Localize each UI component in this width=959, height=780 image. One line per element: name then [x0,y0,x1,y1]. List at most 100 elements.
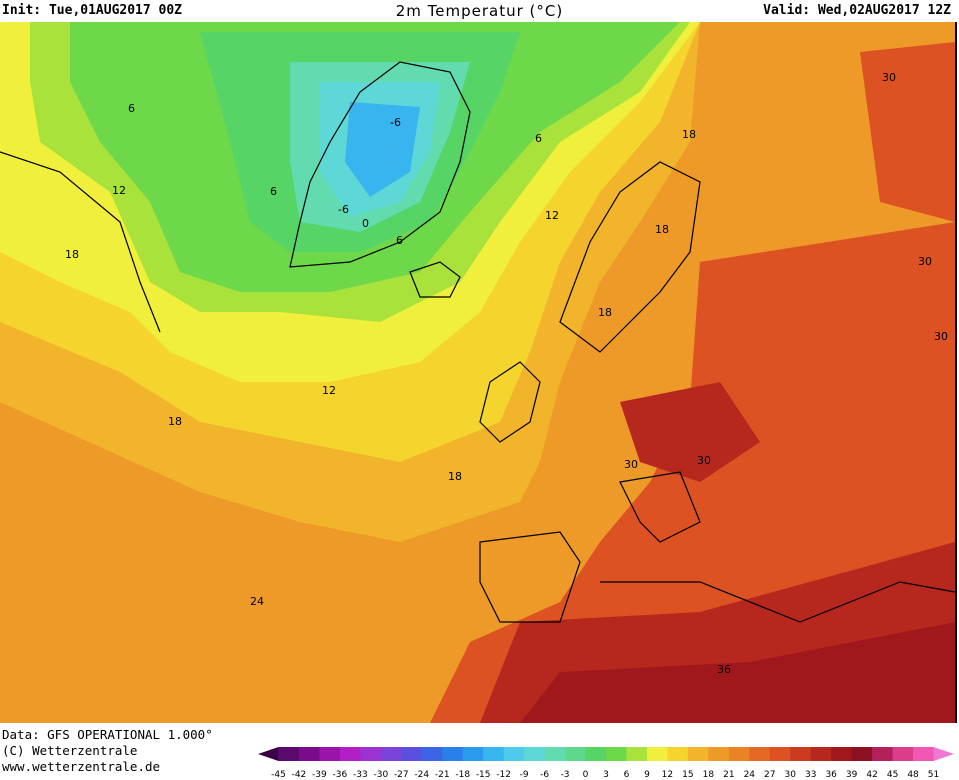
legend-tick-label: -9 [520,770,529,780]
legend-swatch [278,747,300,761]
copyright-label: (C) Wetterzentrale [2,743,138,758]
legend-swatch [790,747,812,761]
contour-label: 6 [535,132,542,145]
legend-tick-label: -27 [394,770,409,780]
legend-swatch [851,747,873,761]
legend-tick-label: -3 [561,770,570,780]
contour-label: 18 [682,128,696,141]
legend-tick-label: 18 [703,770,715,780]
legend-swatch [524,747,546,761]
legend-swatch [503,747,525,761]
legend-tick-label: 9 [644,770,650,780]
legend-swatch [483,747,505,761]
legend-swatch [687,747,709,761]
legend-swatch [810,747,832,761]
legend-swatch [421,747,443,761]
legend-swatch [667,747,689,761]
legend-swatch [913,747,935,761]
contour-label: 12 [112,184,126,197]
legend-tick-label: -24 [414,770,429,780]
band-neg6 [345,102,420,197]
contour-label: 30 [697,454,711,467]
contour-label: 18 [65,248,79,261]
contour-label: -6 [390,116,401,129]
legend-swatch [298,747,320,761]
legend-swatch [401,747,423,761]
legend-tick-label: 3 [603,770,609,780]
legend-swatch [728,747,750,761]
coastlines [0,61,955,623]
init-time-label: Init: Tue,01AUG2017 00Z [2,3,183,18]
greenland-outline [289,61,471,268]
iberia-outline [479,531,581,623]
legend-tick-label: 39 [846,770,858,780]
contour-label: 12 [545,209,559,222]
legend-swatch [462,747,484,761]
legend-swatch [585,747,607,761]
map-title: 2m Temperatur (°C) [395,2,564,20]
temperature-map: 6 -6 6 -6 0 12 6 6 12 18 18 18 12 18 18 … [0,22,957,723]
legend-tick-label: -21 [435,770,450,780]
legend-swatch [831,747,853,761]
contour-label: 0 [362,217,369,230]
contour-label: 12 [322,384,336,397]
header-bar: Init: Tue,01AUG2017 00Z 2m Temperatur (°… [0,0,959,22]
legend-tick-label: 51 [928,770,939,780]
contour-label: 30 [624,458,638,471]
contour-label: 6 [396,234,403,247]
color-legend: -45 -42 -39 -36 -33 -30 -27 -24 -21 -18 -15 -12 -9 -6… [254,744,958,780]
legend-tick-label: -33 [353,770,368,780]
legend-tick-label: 24 [744,770,756,780]
legend-tick-label: -15 [476,770,491,780]
legend-swatch [626,747,648,761]
contour-label: 24 [250,595,264,608]
contour-labels: 6 -6 6 -6 0 12 6 6 12 18 18 18 12 18 18 … [65,71,948,676]
legend-tick-label: -42 [292,770,307,780]
contour-label: 30 [882,71,896,84]
legend-swatch [708,747,730,761]
legend-tick-label: 0 [583,770,589,780]
north-america-coast [0,151,161,333]
legend-tick-label: 36 [825,770,837,780]
legend-cap-right [933,747,954,761]
legend-tick-label: -30 [373,770,388,780]
legend-swatch [442,747,464,761]
legend-tick-label: -39 [312,770,327,780]
valid-time-label: Valid: Wed,02AUG2017 12Z [763,3,951,18]
legend-tick-label: -45 [271,770,286,780]
legend-swatch [872,747,894,761]
legend-swatch [892,747,914,761]
italy-outline [619,471,701,543]
legend-tick-label: 15 [682,770,693,780]
legend-tick-label: 6 [624,770,630,780]
iceland-outline [409,261,461,298]
legend-swatch [319,747,341,761]
legend-tick-label: 30 [785,770,797,780]
data-source-label: Data: GFS OPERATIONAL 1.000° [2,727,213,742]
contour-label: 36 [717,663,731,676]
legend-swatch [646,747,668,761]
legend-tick-label: 12 [662,770,673,780]
legend-cap-left [258,747,279,761]
n-africa-coast [600,581,955,623]
contour-label: 18 [168,415,182,428]
legend-tick-label: -36 [333,770,348,780]
legend-swatch [749,747,771,761]
contour-label: 18 [448,470,462,483]
band-39 [520,622,955,723]
legend-swatch [360,747,382,761]
legend-tick-label: -12 [496,770,511,780]
contour-label: 6 [270,185,277,198]
legend-tick-label: 21 [723,770,734,780]
legend-tick-label: -6 [540,770,549,780]
scandinavia-outline [559,161,701,353]
contour-label: 6 [128,102,135,115]
band-33-balkan [620,382,760,482]
legend-tick-label: 42 [866,770,877,780]
legend-swatch [565,747,587,761]
legend-swatch [769,747,791,761]
legend-tick-label: 27 [764,770,775,780]
legend-swatch [380,747,402,761]
britain-outline [479,361,541,443]
contour-label: 18 [655,223,669,236]
